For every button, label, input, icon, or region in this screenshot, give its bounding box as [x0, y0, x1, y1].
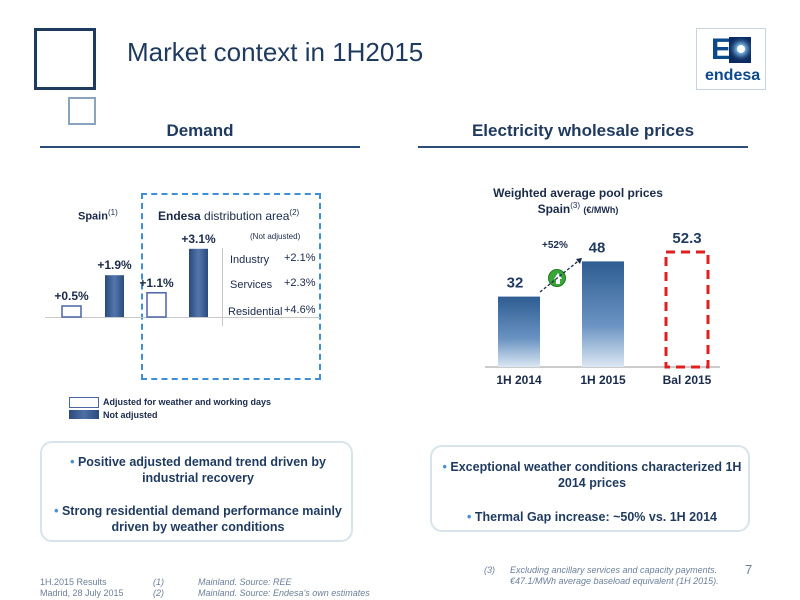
endesa-logo: E endesa: [696, 28, 766, 90]
logo-wordmark: endesa: [705, 67, 761, 84]
decorative-square-small: [68, 97, 96, 125]
segment-divider: [222, 274, 223, 300]
price-bar: [582, 261, 624, 367]
segment-industry-value: +2.1%: [284, 252, 316, 264]
demand-bar-value-label: +1.1%: [139, 276, 174, 290]
price-bar-value-label: 32: [507, 275, 524, 292]
legend-adjusted-label: Adjusted for weather and working days: [103, 397, 272, 407]
prices-summary-box: • Exceptional weather conditions charact…: [430, 445, 750, 532]
bullet-dot-icon: •: [466, 510, 475, 524]
spain-label: Spain(1): [78, 208, 118, 223]
demand-summary-box: • Positive adjusted demand trend driven …: [40, 441, 353, 542]
price-bar-forecast: [664, 250, 710, 369]
footer-date: Madrid, 28 July 2015: [40, 588, 124, 598]
bullet-dot-icon: •: [442, 460, 451, 474]
footer-results: 1H.2015 Results: [40, 577, 107, 587]
decorative-square-large: [34, 28, 96, 90]
page-number: 7: [745, 562, 753, 577]
price-category-label: Bal 2015: [663, 373, 712, 387]
bullet-dot-icon: •: [54, 504, 62, 518]
price-bar: [498, 296, 540, 367]
demand-bar-adjusted: [61, 305, 82, 318]
legend-not-adjusted-swatch: [69, 410, 99, 419]
segment-divider: [222, 300, 223, 326]
price-change-label: +52%: [542, 240, 568, 251]
segment-services-value: +2.3%: [284, 277, 316, 289]
footnote-3-line-1: Excluding ancillary services and capacit…: [510, 565, 718, 575]
demand-bar-not-adjusted: [105, 275, 124, 317]
endesa-area-box: [141, 193, 321, 380]
price-bar-value-label: 48: [589, 239, 606, 256]
demand-bar-value-label: +0.5%: [54, 289, 89, 303]
segment-services-label: Services: [230, 279, 273, 291]
footnote-2-text: Mainland. Source: Endesa's own estimates: [198, 588, 370, 598]
pool-chart-subtitle: Spain(3) (€/MWh): [537, 201, 619, 216]
footnote-3-line-2: €47.1/MWh average baseload equivalent (1…: [510, 576, 719, 586]
price-bar-value-label: 52.3: [672, 230, 701, 247]
segment-residential-value: +4.6%: [284, 304, 316, 316]
logo-letter: E: [711, 33, 732, 66]
logo-burst-icon: [729, 37, 751, 63]
demand-bar-not-adjusted: [189, 248, 208, 317]
footnote-1-text: Mainland. Source: REE: [198, 577, 292, 587]
prices-heading-rule: [418, 146, 748, 148]
price-category-label: 1H 2015: [580, 373, 626, 387]
segment-divider: [222, 248, 223, 274]
demand-bullet-2: • Strong residential demand performance …: [54, 504, 342, 534]
footnote-3-number: (3): [484, 565, 495, 575]
footnote-2-number: (2): [153, 588, 164, 598]
prices-bullet-2: • Thermal Gap increase: ~50% vs. 1H 2014: [466, 510, 717, 524]
demand-baseline: [45, 317, 320, 318]
demand-heading-rule: [40, 146, 360, 148]
page-title: Market context in 1H2015: [127, 37, 424, 67]
demand-heading: Demand: [166, 121, 234, 140]
prices-bullet-1: • Exceptional weather conditions charact…: [442, 460, 742, 490]
not-adjusted-note: (Not adjusted): [250, 232, 301, 241]
demand-bullet-1: • Positive adjusted demand trend driven …: [70, 455, 326, 485]
demand-bar-value-label: +1.9%: [97, 258, 132, 272]
endesa-area-label: Endesa distribution area(2): [158, 208, 300, 223]
legend-adjusted-swatch: [69, 397, 99, 408]
prices-heading: Electricity wholesale prices: [471, 121, 695, 140]
demand-bar-adjusted: [146, 292, 167, 318]
bullet-dot-icon: •: [70, 455, 78, 469]
price-category-label: 1H 2014: [496, 373, 542, 387]
demand-bar-value-label: +3.1%: [181, 232, 216, 246]
segment-industry-label: Industry: [230, 254, 270, 266]
pool-chart-title: Weighted average pool prices: [493, 186, 663, 200]
legend-not-adjusted-label: Not adjusted: [103, 410, 158, 420]
segment-residential-label: Residential: [228, 306, 283, 318]
footnote-1-number: (1): [153, 577, 164, 587]
